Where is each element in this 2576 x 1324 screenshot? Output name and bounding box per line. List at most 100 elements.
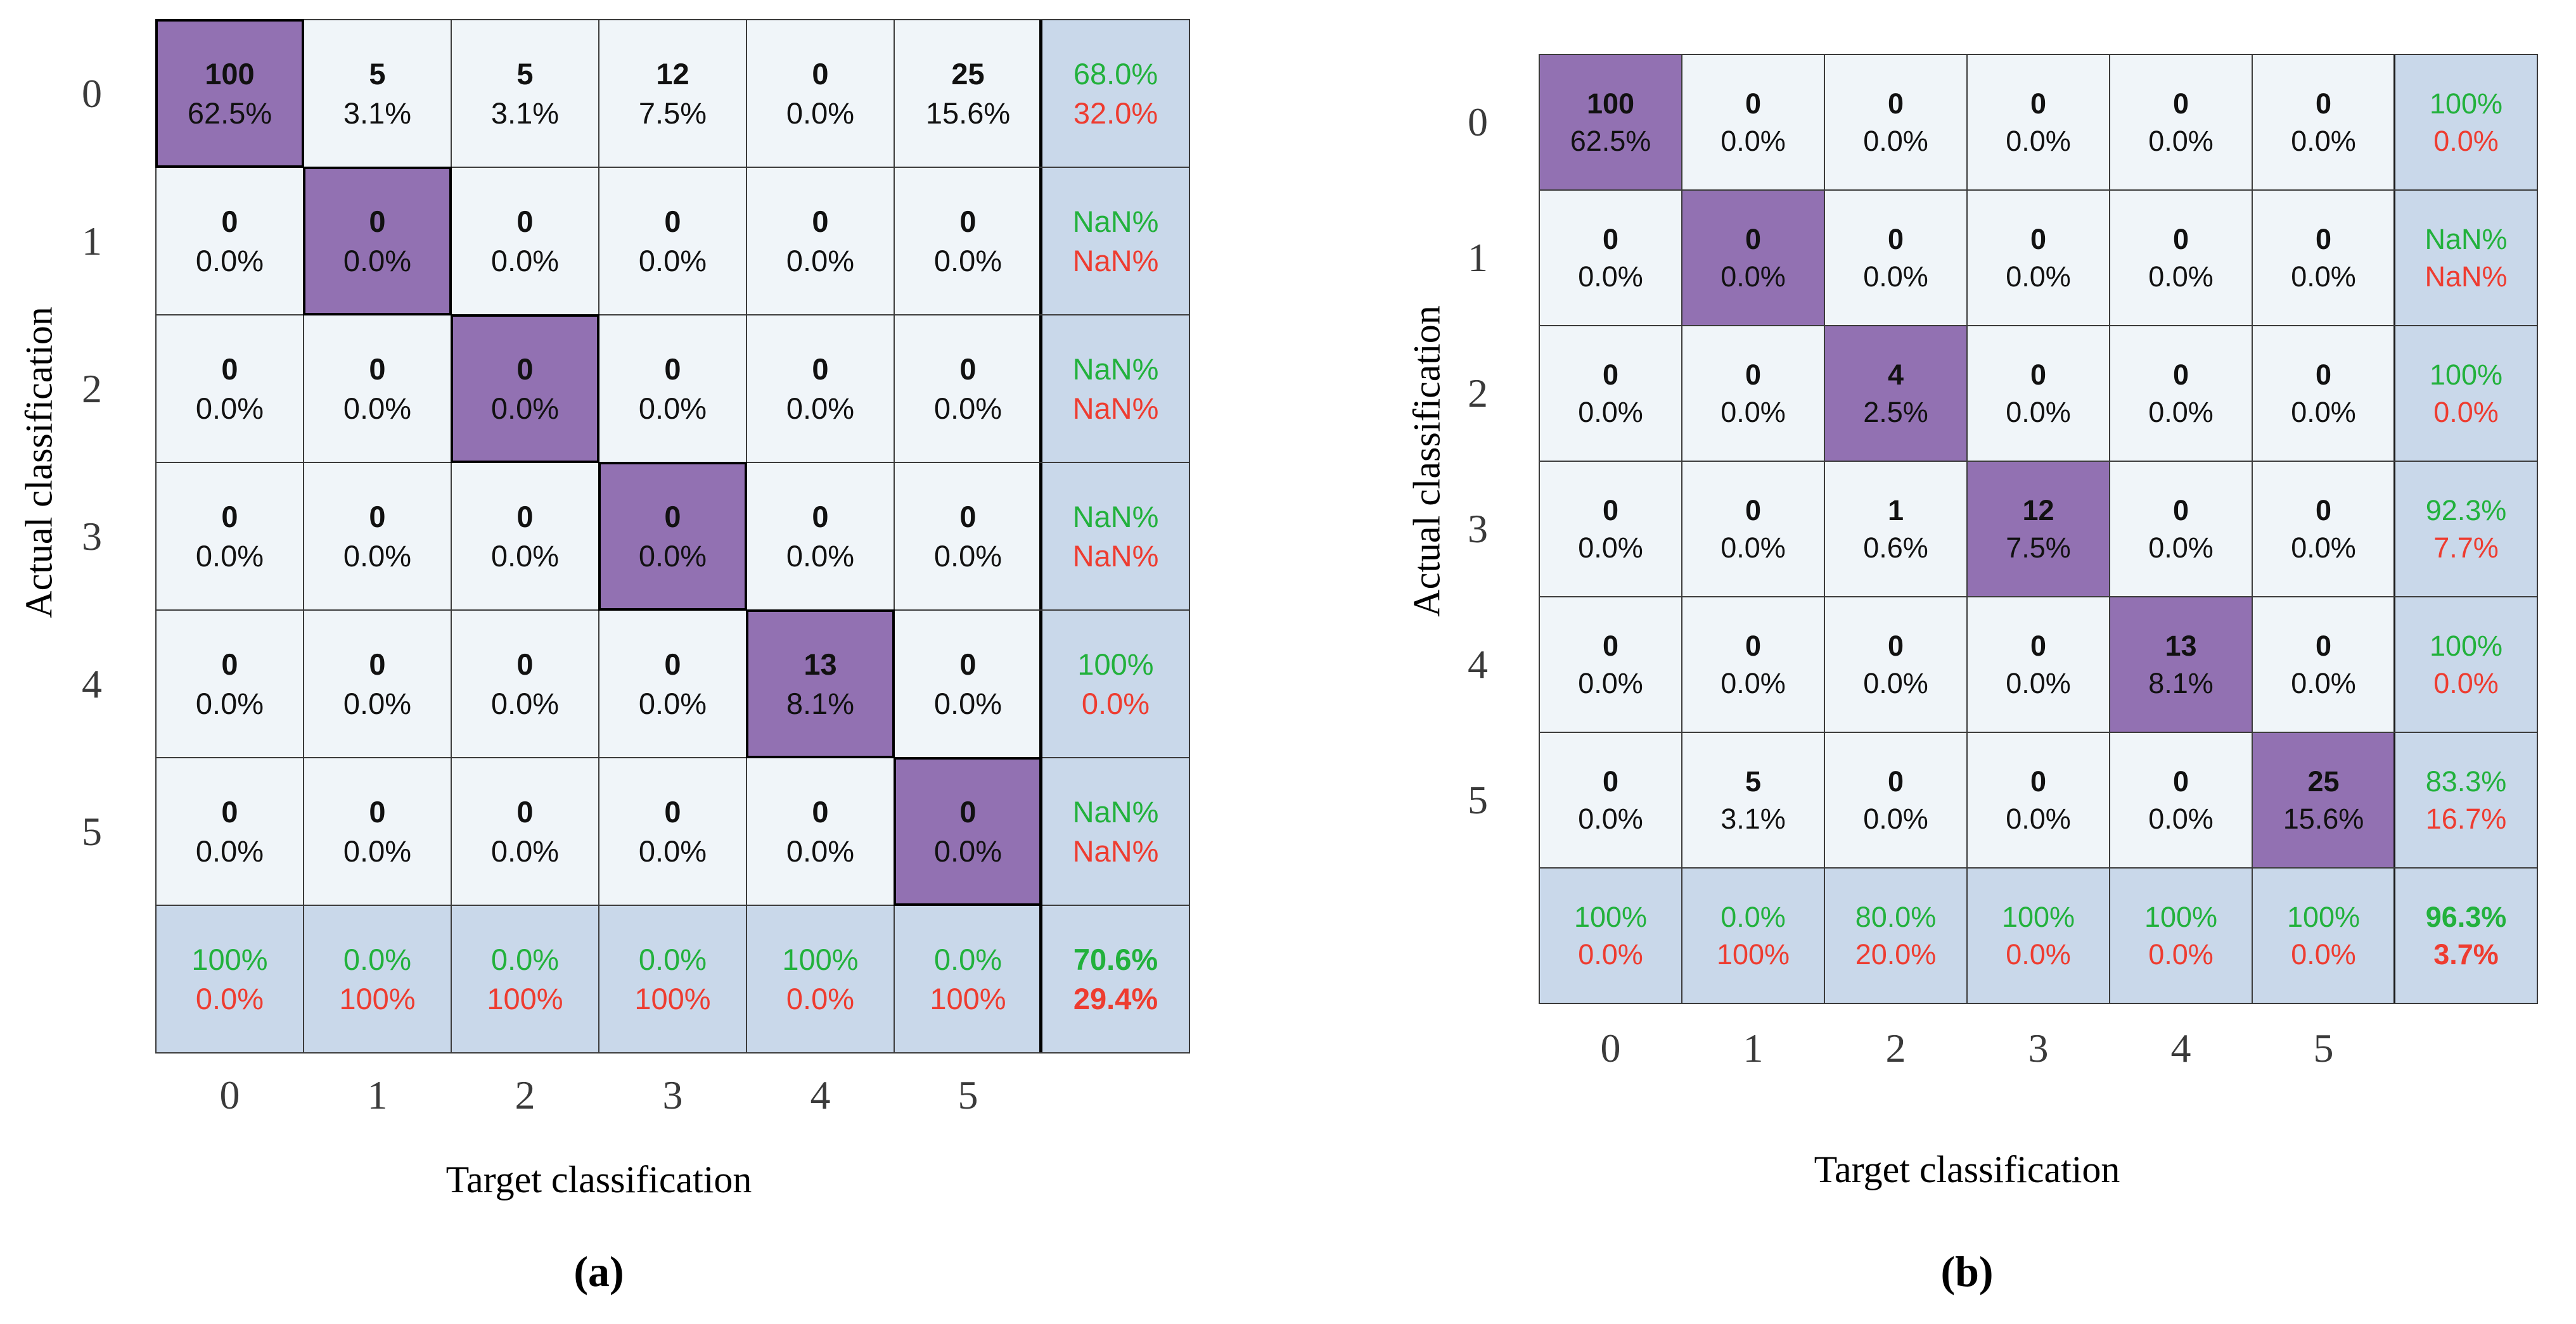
row-summary-b-2: 100% 0.0%: [2395, 326, 2537, 461]
cell-percent: 0.0%: [1863, 667, 1928, 699]
cell-percent: 0.0%: [786, 96, 855, 130]
cell-percent: 0.0%: [2291, 396, 2356, 428]
cell-a-r4-c2: 0 0.0%: [452, 611, 598, 757]
overall-summary-b: 96.3% 3.7%: [2395, 869, 2537, 1003]
col-summary-positive: 0.0%: [1721, 900, 1786, 933]
cell-percent: 7.5%: [638, 96, 707, 130]
cell-percent: 0.0%: [195, 243, 264, 277]
cell-b-r4-c0: 0 0.0%: [1540, 597, 1681, 732]
cell-b-r2-c2: 4 2.5%: [1825, 326, 1966, 461]
cell-count: 4: [1887, 358, 1904, 391]
cell-count: 0: [221, 647, 238, 682]
col-tick-label-b-5: 5: [2313, 1026, 2334, 1071]
col-summary-positive: 100%: [2001, 900, 2075, 933]
cell-count: 0: [516, 647, 534, 682]
row-summary-a-2: NaN% NaN%: [1042, 315, 1189, 462]
row-tick-label-b-4: 4: [1468, 642, 1488, 687]
col-summary-positive: 0.0%: [933, 943, 1003, 977]
row-summary-positive: NaN%: [1072, 500, 1159, 534]
col-summary-negative: 0.0%: [2291, 938, 2356, 971]
row-summary-positive: 100%: [2429, 87, 2503, 120]
cell-percent: 0.0%: [1578, 260, 1643, 293]
cell-percent: 7.5%: [2006, 532, 2071, 564]
col-summary-negative: 0.0%: [1578, 938, 1643, 971]
cell-b-r4-c5: 0 0.0%: [2253, 597, 2394, 732]
row-summary-negative: NaN%: [2425, 260, 2508, 293]
col-summary-positive: 100%: [2144, 900, 2218, 933]
cell-a-r1-c1: 0 0.0%: [303, 167, 452, 315]
cell-count: 0: [1887, 87, 1904, 120]
cell-count: 0: [516, 352, 534, 386]
row-summary-positive: 100%: [1077, 647, 1154, 682]
cell-percent: 0.0%: [2006, 260, 2071, 293]
cell-a-r4-c0: 0 0.0%: [157, 611, 303, 757]
cell-b-r5-c5: 25 15.6%: [2253, 733, 2394, 867]
cell-percent: 0.0%: [2148, 396, 2214, 428]
cell-count: 0: [516, 500, 534, 534]
cell-b-r2-c4: 0 0.0%: [2110, 326, 2252, 461]
cell-percent: 0.0%: [1578, 803, 1643, 835]
col-summary-negative: 0.0%: [2148, 938, 2214, 971]
panel-caption-b: (b): [1940, 1247, 1994, 1295]
cell-b-r5-c2: 0 0.0%: [1825, 733, 1966, 867]
cell-a-r2-c2: 0 0.0%: [451, 314, 599, 463]
col-summary-positive: 100%: [782, 943, 859, 977]
cell-count: 0: [1745, 358, 1762, 391]
col-tick-label-b-0: 0: [1600, 1026, 1621, 1071]
cell-count: 0: [664, 352, 681, 386]
cell-count: 0: [1602, 493, 1619, 526]
row-summary-b-3: 92.3% 7.7%: [2395, 462, 2537, 596]
col-summary-b-2: 80.0% 20.0%: [1825, 869, 1966, 1003]
cell-a-r0-c1: 5 3.1%: [304, 20, 451, 167]
cell-count: 0: [2030, 222, 2047, 255]
cell-a-r0-c4: 0 0.0%: [747, 20, 894, 167]
cell-b-r3-c0: 0 0.0%: [1540, 462, 1681, 596]
col-summary-positive: 80.0%: [1855, 900, 1937, 933]
col-tick-label-b-3: 3: [2028, 1026, 2049, 1071]
row-summary-positive: 100%: [2429, 629, 2503, 662]
cell-percent: 3.1%: [1721, 803, 1786, 835]
col-tick-labels-b: 0 1 2 3 4 5: [1540, 1025, 2394, 1076]
cell-a-r5-c3: 0 0.0%: [599, 758, 746, 905]
row-summary-negative: 0.0%: [2433, 396, 2499, 428]
cell-percent: 0.0%: [638, 538, 707, 573]
cell-percent: 0.0%: [933, 834, 1003, 868]
cell-a-r2-c4: 0 0.0%: [747, 315, 894, 462]
row-summary-positive: NaN%: [1072, 205, 1159, 239]
cell-percent: 15.6%: [2283, 803, 2364, 835]
row-summary-negative: 0.0%: [2433, 667, 2499, 699]
cell-percent: 0.0%: [195, 391, 264, 425]
cell-b-r4-c4: 13 8.1%: [2110, 597, 2252, 732]
cell-a-r4-c4: 13 8.1%: [746, 609, 895, 758]
row-summary-positive: NaN%: [1072, 795, 1159, 829]
cell-count: 0: [2030, 87, 2047, 120]
cell-percent: 0.0%: [490, 834, 560, 868]
cell-a-r3-c0: 0 0.0%: [157, 463, 303, 609]
cell-count: 0: [369, 647, 386, 682]
col-summary-positive: 100%: [1573, 900, 1648, 933]
cell-percent: 8.1%: [2148, 667, 2214, 699]
col-summary-negative: 100%: [339, 981, 416, 1015]
cell-a-r2-c0: 0 0.0%: [157, 315, 303, 462]
cell-count: 0: [516, 205, 534, 239]
cell-count: 0: [369, 352, 386, 386]
cell-count: 0: [2315, 629, 2332, 662]
cell-a-r2-c1: 0 0.0%: [304, 315, 451, 462]
cell-percent: 0.0%: [2006, 396, 2071, 428]
col-summary-b-4: 100% 0.0%: [2110, 869, 2252, 1003]
cell-count: 0: [369, 795, 386, 829]
col-summary-b-1: 0.0% 100%: [1682, 869, 1824, 1003]
cell-b-r5-c3: 0 0.0%: [1968, 733, 2109, 867]
cell-a-r3-c1: 0 0.0%: [304, 463, 451, 609]
cell-a-r5-c1: 0 0.0%: [304, 758, 451, 905]
cell-percent: 0.0%: [1863, 125, 1928, 157]
confusion-grid-b: 100 62.5% 0 0.0% 0 0.0% 0 0.0% 0 0.0% 0 0.0% 100% 0.0…: [1539, 54, 2538, 1004]
row-summary-a-0: 68.0% 32.0%: [1042, 20, 1189, 167]
cell-count: 13: [2165, 629, 2197, 662]
cell-count: 0: [664, 205, 681, 239]
cell-a-r1-c3: 0 0.0%: [599, 168, 746, 314]
cell-count: 0: [1745, 87, 1762, 120]
col-summary-negative: 20.0%: [1855, 938, 1937, 971]
panel-caption-a: (a): [574, 1247, 624, 1295]
